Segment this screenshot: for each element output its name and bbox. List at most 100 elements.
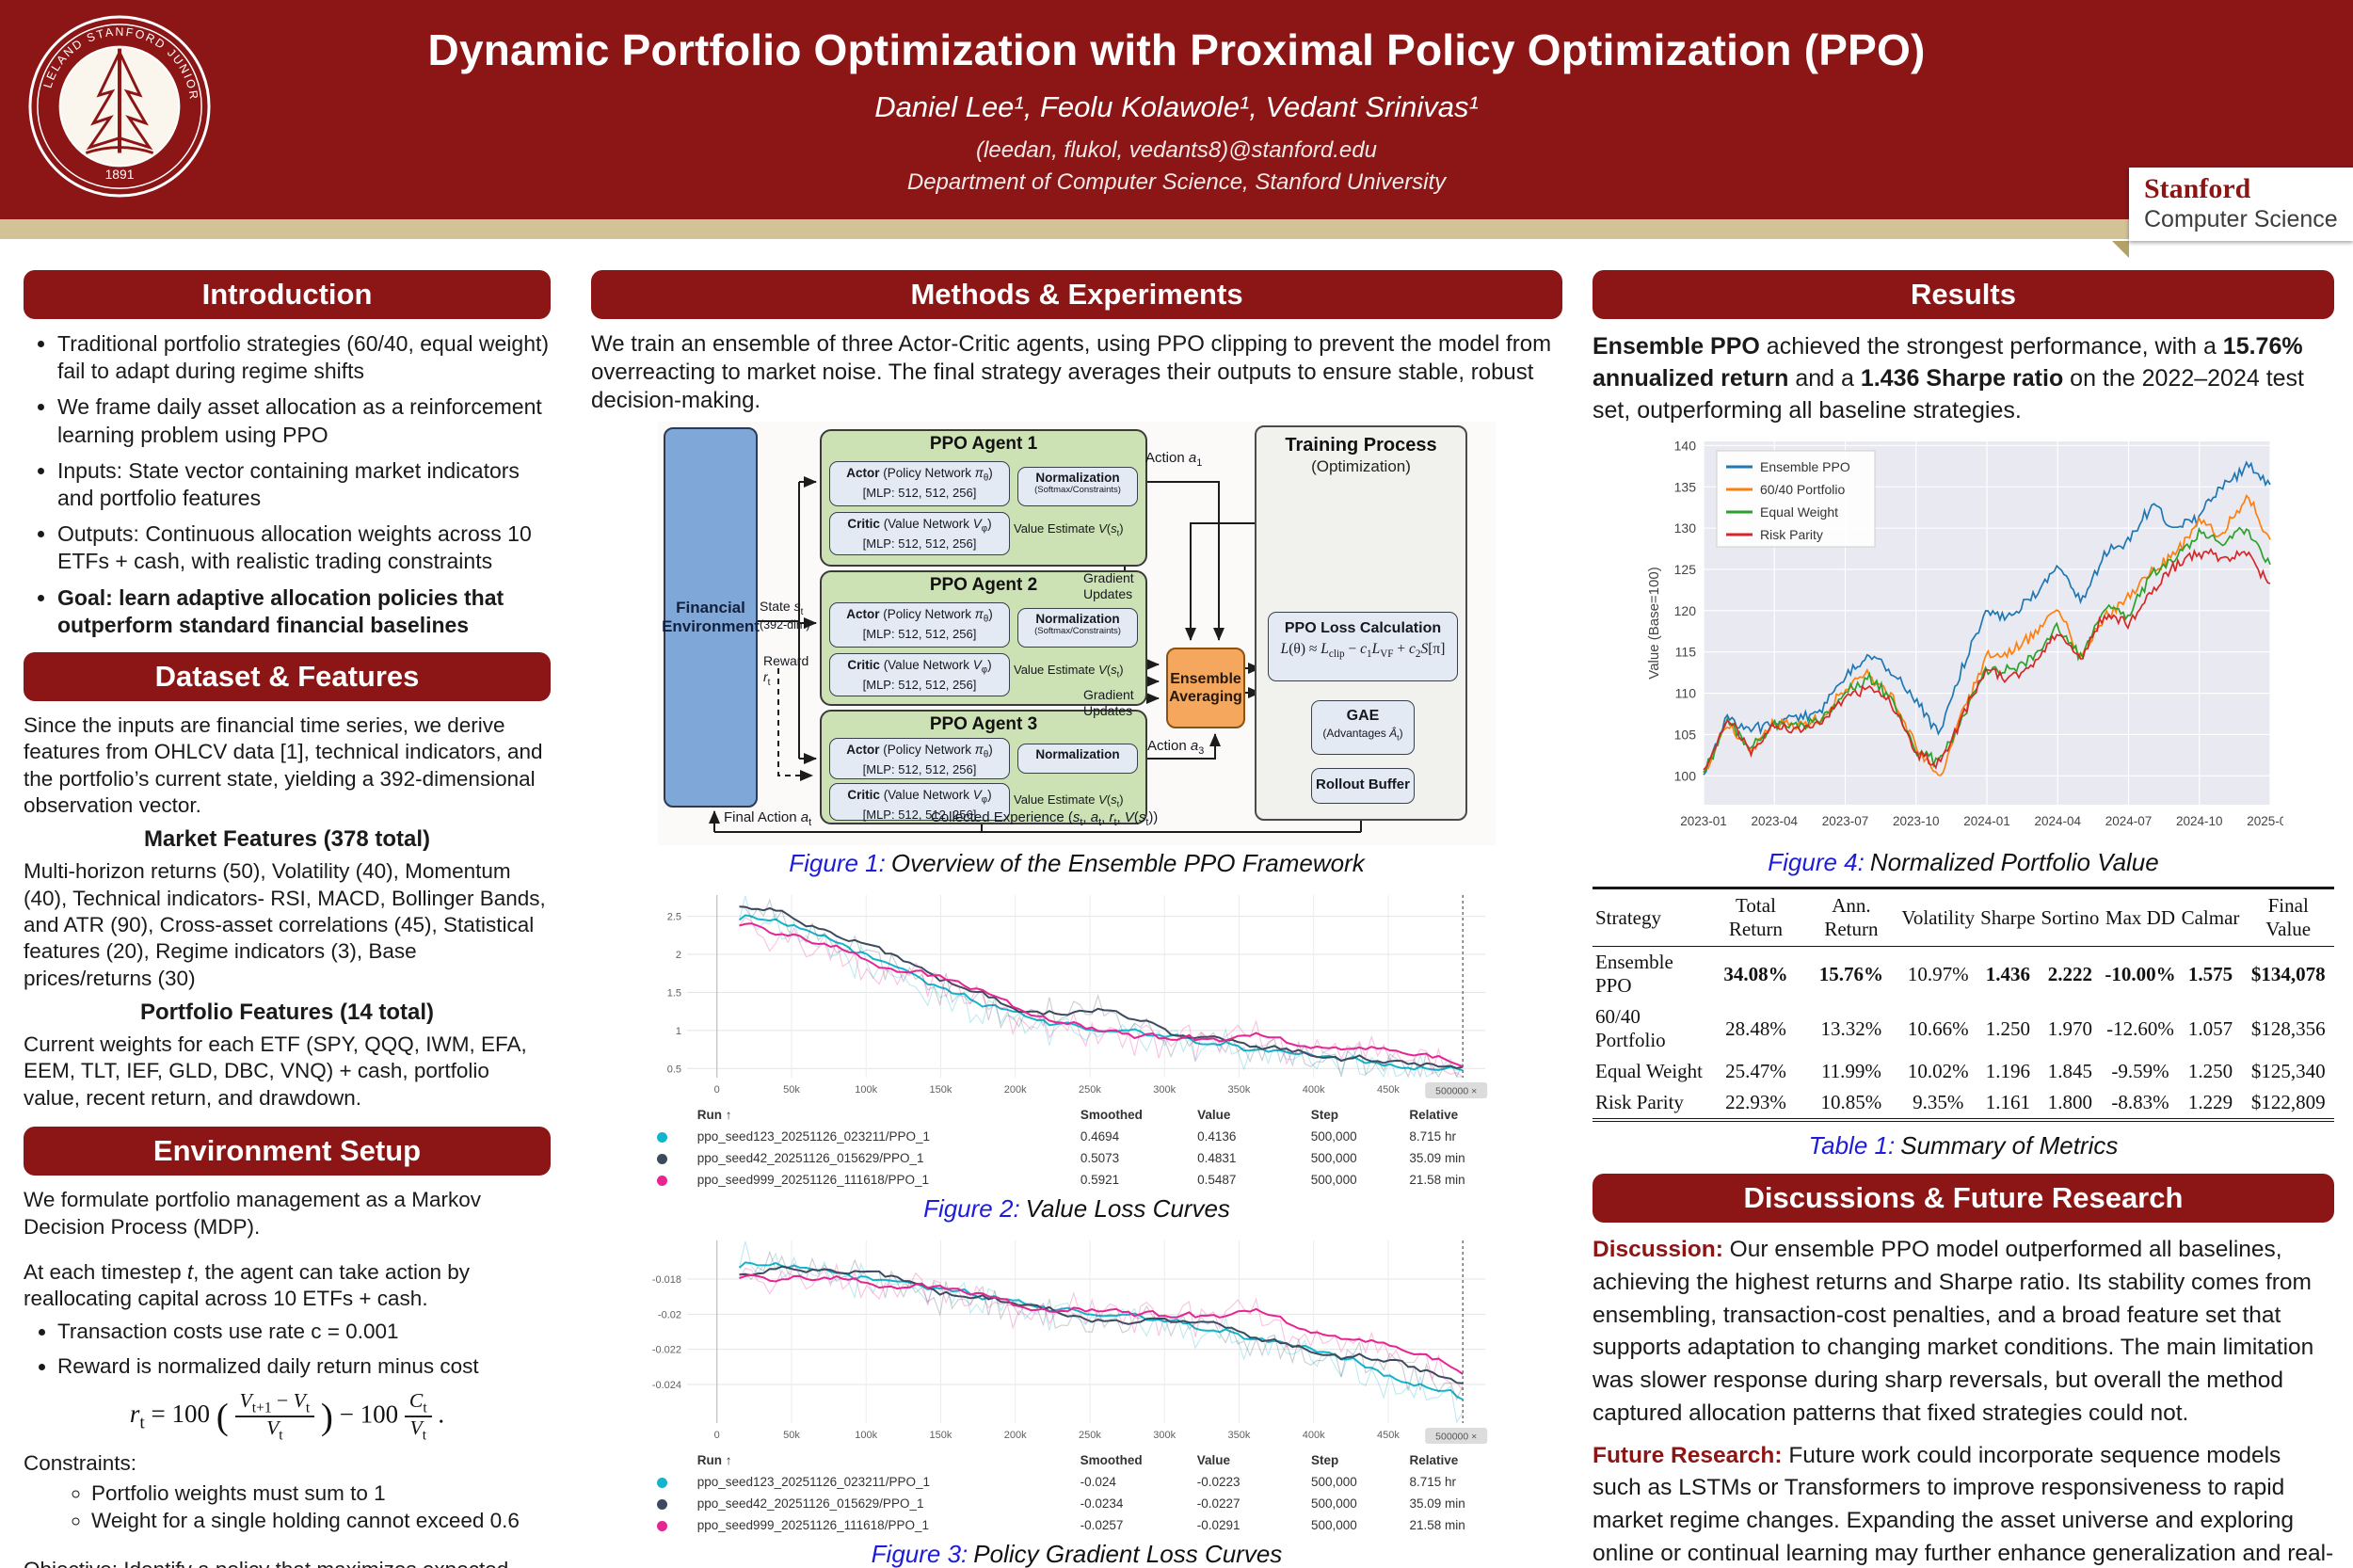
- formula-mid: − 100: [339, 1400, 405, 1429]
- legend-dot-column: [651, 1449, 692, 1471]
- stanford-seal-logo: LELAND STANFORD JUNIOR UNIVERSITY 1891: [26, 13, 211, 198]
- table-cell: 1.057: [2187, 1016, 2233, 1040]
- poster-title: Dynamic Portfolio Optimization with Prox…: [427, 25, 1926, 74]
- environment-bullet-list: Transaction costs use rate c = 0.001 Rewa…: [24, 1319, 551, 1381]
- seal-tree-icon: [86, 49, 153, 151]
- svg-text:60/40 Portfolio: 60/40 Portfolio: [1760, 482, 1845, 497]
- svg-text:2024-07: 2024-07: [2105, 814, 2153, 828]
- introduction-bullet: Inputs: State vector containing market i…: [57, 457, 551, 512]
- svg-text:2025-01: 2025-01: [2247, 814, 2283, 828]
- table-cell: 28.48%: [1725, 1016, 1786, 1040]
- run-color-dot: [656, 1153, 667, 1164]
- formula-close-paren: ): [320, 1396, 333, 1437]
- poster-authors: Daniel Lee¹, Feolu Kolawole¹, Vedant Sri…: [874, 90, 1479, 123]
- run-color-dot: [656, 1520, 667, 1531]
- table-cell: 1.845: [2047, 1060, 2093, 1082]
- legend-header: Smoothed: [1080, 1452, 1143, 1467]
- table-cell: 25.47%: [1725, 1060, 1786, 1082]
- svg-text:250k: 250k: [1079, 1084, 1101, 1096]
- legend-header: Smoothed: [1080, 1107, 1143, 1122]
- svg-text:100k: 100k: [855, 1084, 877, 1096]
- constraint-bullet: Weight for a single holding cannot excee…: [91, 1507, 551, 1534]
- formula-fraction-2: Ct Vt: [404, 1389, 432, 1444]
- rollout-buffer-box: Rollout Buffer: [1311, 767, 1415, 804]
- svg-text:300k: 300k: [1153, 1084, 1176, 1096]
- section-header-discussion: Discussions & Future Research: [1593, 1174, 2334, 1223]
- svg-text:Value (Base=100): Value (Base=100): [1646, 567, 1662, 679]
- gae-box: GAE (Advantages Ât): [1311, 699, 1415, 755]
- section-header-dataset: Dataset & Features: [24, 652, 551, 702]
- ppo-agent-box: PPO Agent 2 Actor (Policy Network πθ) [MLP…: [820, 569, 1147, 706]
- svg-text:1.5: 1.5: [667, 987, 681, 999]
- table-row: Equal Weight 25.47% 11.99% 10.02% 1.196 1.845…: [1593, 1056, 2334, 1087]
- table-row: 60/40 Portfolio 28.48% 13.32% 10.66% 1.250 1.…: [1593, 1001, 2334, 1056]
- figure1-caption: Figure 1: Overview of the Ensemble PPO Fr…: [789, 848, 1365, 877]
- svg-text:-0.02: -0.02: [658, 1309, 681, 1320]
- legend-cell: -0.024: [1080, 1474, 1116, 1489]
- legend-row: ppo_seed123_20251126_023211/PPO_1 0.4694 0…: [651, 1126, 1503, 1147]
- value-estimate-label: Value Estimate V(st): [1014, 662, 1124, 680]
- svg-text:250k: 250k: [1079, 1430, 1101, 1441]
- legend-cell: 0.5073: [1080, 1150, 1120, 1165]
- gradient-updates-label-2: Gradient Updates: [1083, 686, 1134, 718]
- section-header-results: Results: [1593, 270, 2334, 319]
- ppo-agent-title: PPO Agent 3: [929, 713, 1038, 734]
- table-cell: $122,809: [2242, 1087, 2334, 1122]
- legend-cell: ppo_seed42_20251126_015629/PPO_1: [696, 1496, 924, 1511]
- legend-cell: 0.5487: [1197, 1172, 1237, 1187]
- svg-text:450k: 450k: [1377, 1430, 1400, 1441]
- table-cell: 10.02%: [1907, 1060, 1969, 1082]
- introduction-bullet-list: Traditional portfolio strategies (60/40,…: [24, 330, 551, 639]
- table-cell: 10.85%: [1803, 1087, 1899, 1122]
- legend-cell: 0.4694: [1080, 1128, 1120, 1144]
- svg-text:2023-07: 2023-07: [1822, 814, 1869, 828]
- svg-text:0.5: 0.5: [667, 1064, 681, 1075]
- collected-experience-label: Collected Experience (st, at, rt, V(st)): [931, 808, 1159, 828]
- table-cell: 1.196: [1985, 1060, 2030, 1082]
- right-column: Results Ensemble PPO achieved the strong…: [1593, 270, 2334, 1568]
- svg-text:125: 125: [1674, 562, 1697, 577]
- table-cell: 1.161: [1977, 1087, 2039, 1122]
- ppo-loss-box: PPO Loss Calculation L(θ) ≈ Lclip − c1LV…: [1268, 611, 1458, 681]
- legend-dot-column: [651, 1104, 692, 1126]
- legend-header: Step: [1310, 1107, 1339, 1122]
- table-cell: $128,356: [2250, 1016, 2326, 1040]
- figure1-ppo-framework-diagram: Financial Environment PPO Agent 1 Actor (…: [658, 421, 1496, 845]
- methods-paragraph: We train an ensemble of three Actor-Crit…: [591, 331, 1552, 414]
- table-cell: 22.93%: [1707, 1087, 1804, 1122]
- badge-brand: Stanford: [2144, 173, 2251, 204]
- svg-text:Risk Parity: Risk Parity: [1760, 527, 1823, 542]
- legend-cell: 21.58 min: [1409, 1517, 1465, 1532]
- table-cell: 10.66%: [1907, 1016, 1969, 1040]
- ppo-agent-title: PPO Agent 2: [929, 574, 1038, 595]
- svg-text:2023-10: 2023-10: [1893, 814, 1940, 828]
- state-label: State st (392-dim): [760, 598, 810, 632]
- table-cell: 1.250: [2187, 1060, 2233, 1082]
- legend-cell: 0.4831: [1197, 1150, 1237, 1165]
- svg-text:140: 140: [1674, 438, 1697, 453]
- legend-header: Run ↑: [696, 1107, 732, 1122]
- legend-header: Value: [1197, 1107, 1231, 1122]
- svg-text:500000 ×: 500000 ×: [1435, 1431, 1477, 1442]
- legend-row: ppo_seed42_20251126_015629/PPO_1 0.5073 0.…: [651, 1147, 1503, 1169]
- table-cell: 34.08%: [1723, 962, 1788, 985]
- table-cell: 15.76%: [1818, 962, 1884, 985]
- introduction-bullet: Traditional portfolio strategies (60/40,…: [57, 330, 551, 385]
- legend-cell: -0.0223: [1196, 1474, 1241, 1489]
- metrics-summary-table: Strategy Total Return Ann. Return Volatilit…: [1593, 887, 2334, 1122]
- legend-cell: 500,000: [1310, 1474, 1357, 1489]
- legend-row: ppo_seed123_20251126_023211/PPO_1 -0.024 -…: [651, 1471, 1503, 1493]
- table-header-cell: Total Return: [1707, 887, 1804, 947]
- svg-text:200k: 200k: [1004, 1430, 1027, 1441]
- action1-label: Action a1: [1145, 449, 1203, 469]
- legend-cell: 35.09 min: [1409, 1150, 1465, 1165]
- formula-open-paren: (: [216, 1396, 229, 1437]
- table-cell: 13.32%: [1820, 1016, 1882, 1040]
- legend-header: Run ↑: [696, 1452, 732, 1467]
- environment-paragraph-1: We formulate portfolio management as a M…: [24, 1188, 482, 1239]
- environment-paragraph-2: At each timestep t, the agent can take a…: [24, 1259, 471, 1311]
- svg-text:115: 115: [1675, 645, 1697, 660]
- discussion-paragraph: Discussion: Our ensemble PPO model outpe…: [1593, 1237, 2314, 1426]
- market-features-paragraph: Multi-horizon returns (50), Volatility (…: [24, 859, 546, 990]
